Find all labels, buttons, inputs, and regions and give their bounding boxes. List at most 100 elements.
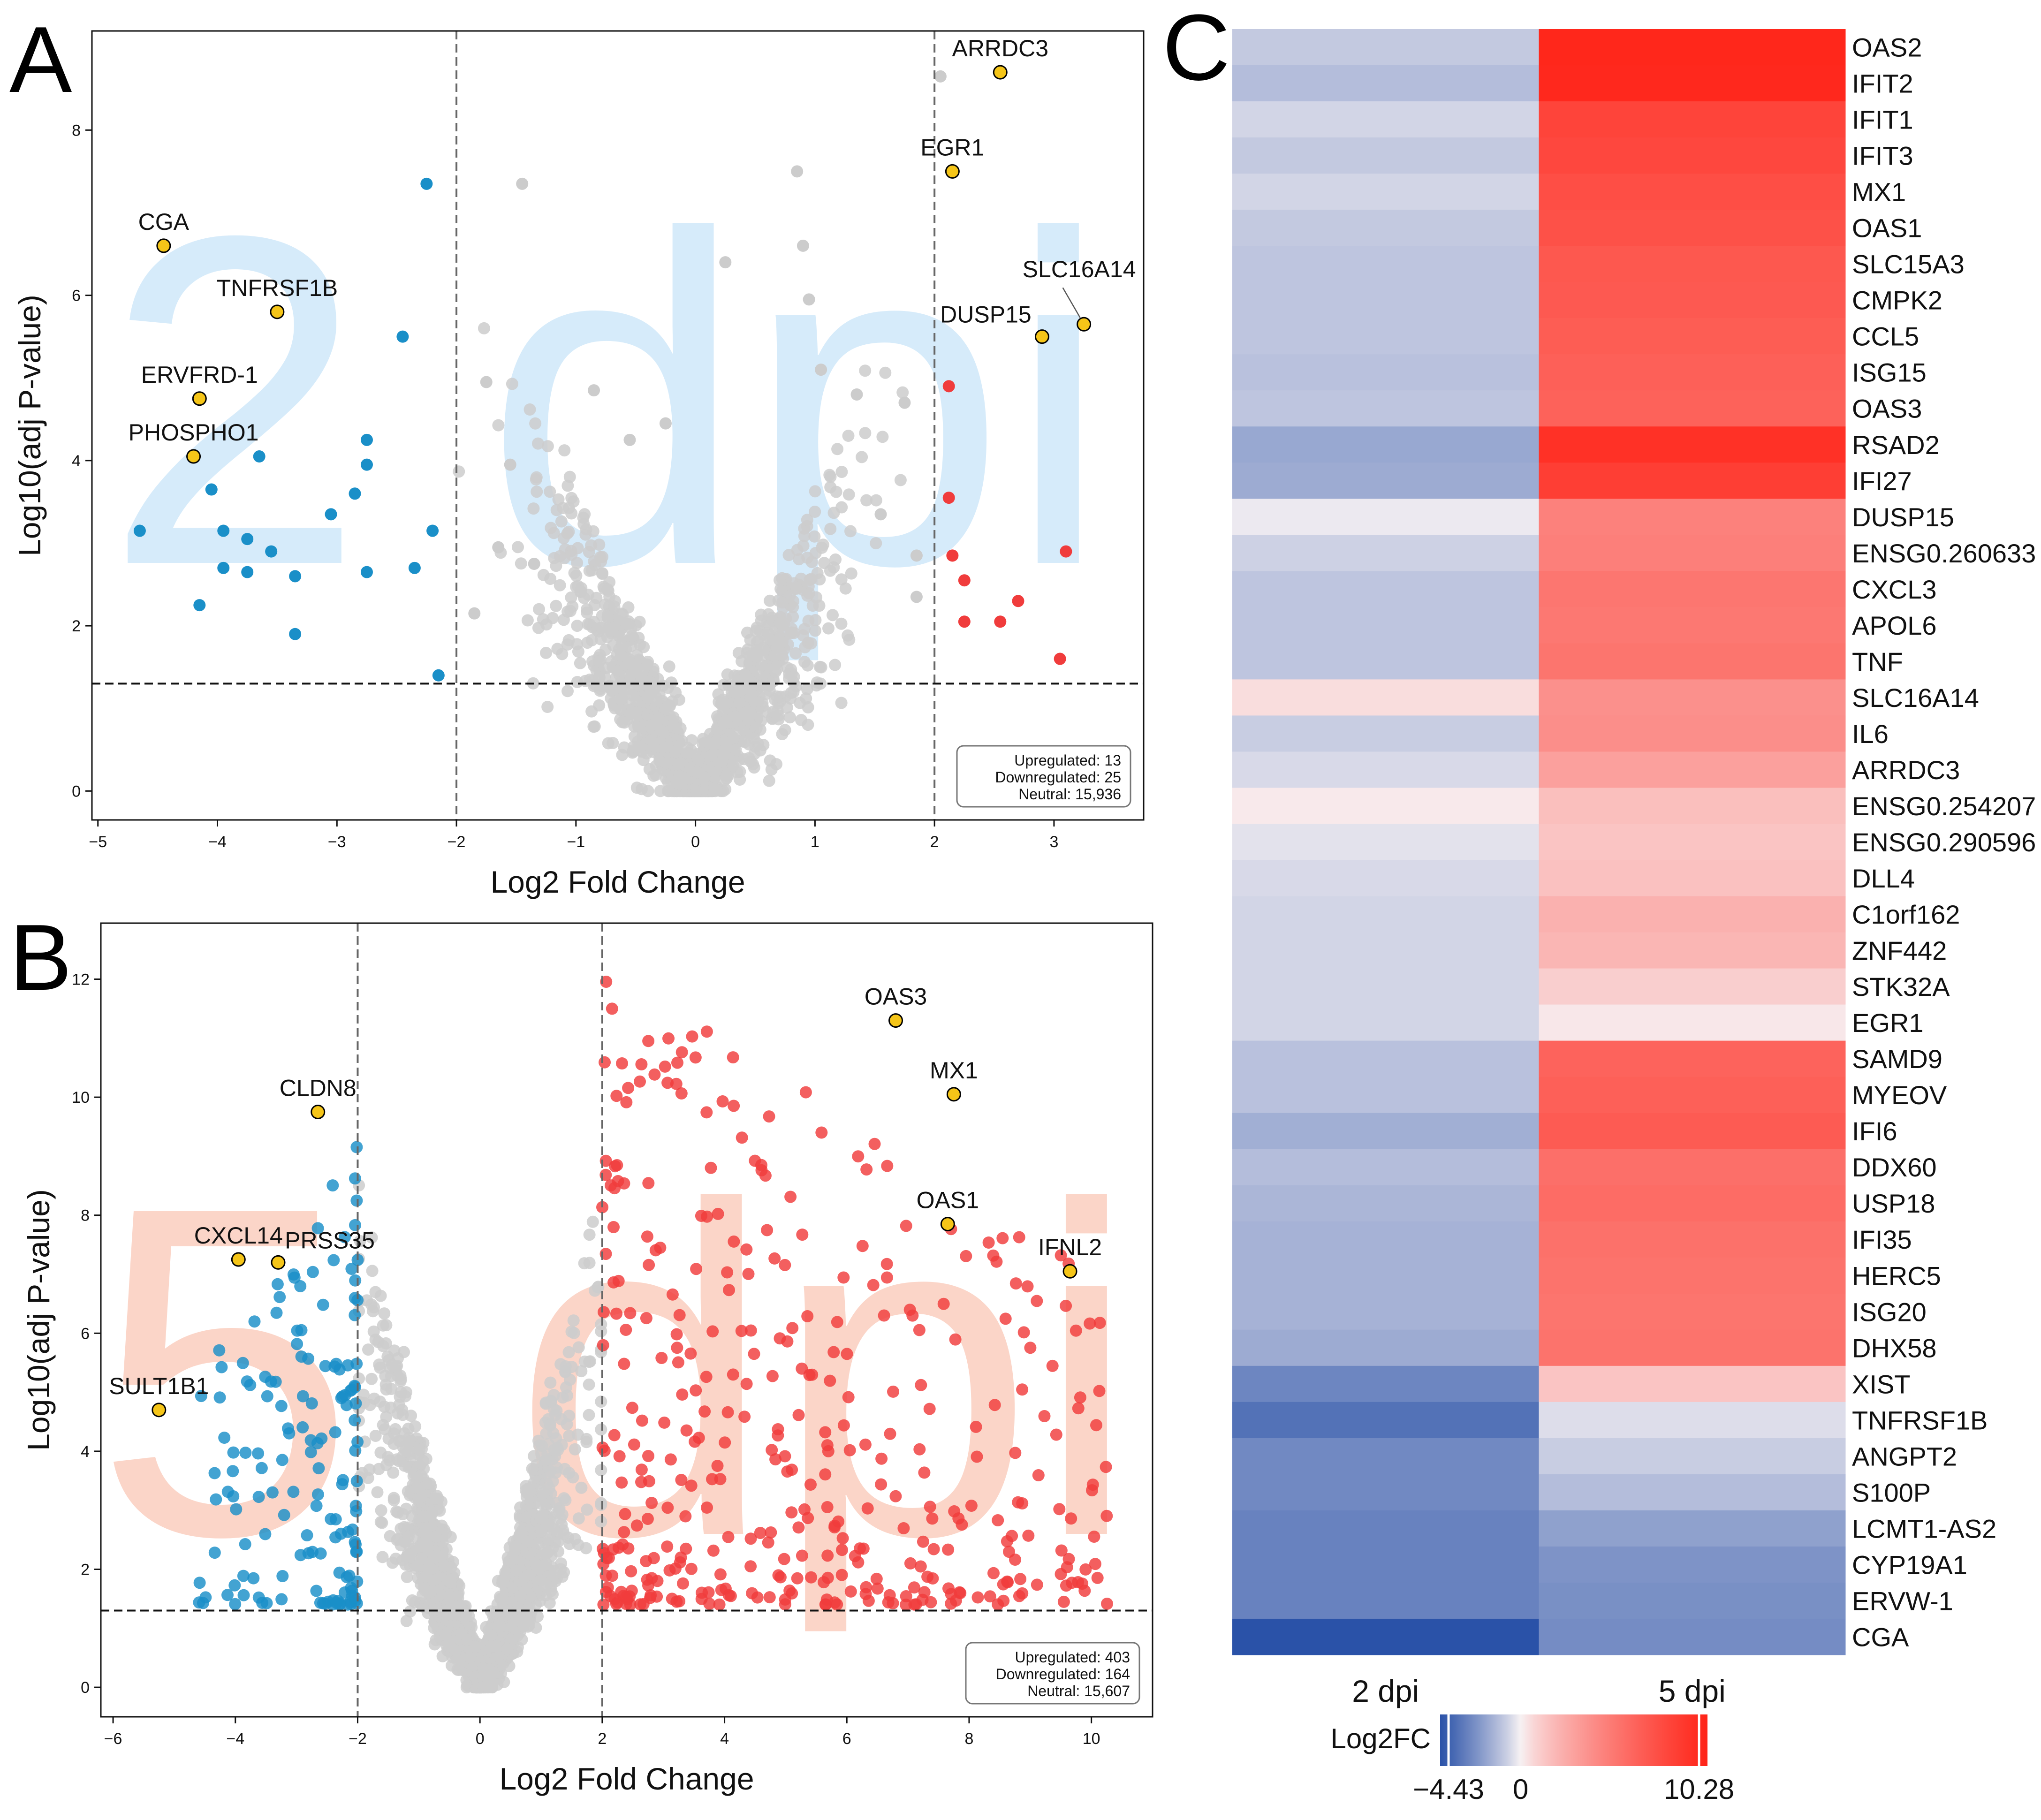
downregulated-point — [213, 1344, 226, 1357]
neutral-point — [392, 1532, 404, 1545]
neutral-point — [660, 757, 673, 769]
upregulated-point — [766, 1444, 778, 1456]
upregulated-point — [796, 1549, 808, 1562]
neutral-point — [719, 256, 732, 269]
upregulated-point — [640, 1312, 653, 1325]
x-tick-label: 0 — [691, 833, 700, 851]
neutral-point — [541, 440, 554, 453]
neutral-point — [593, 671, 606, 684]
downregulated-point — [237, 1570, 250, 1582]
neutral-point — [721, 668, 734, 681]
heatmap-cell — [1232, 788, 1539, 824]
downregulated-point — [215, 1361, 228, 1373]
neutral-point — [521, 614, 534, 627]
neutral-point — [565, 1326, 578, 1338]
upregulated-point — [837, 1419, 850, 1432]
downregulated-point — [329, 1531, 342, 1544]
heatmap-cell — [1232, 535, 1539, 571]
neutral-point — [554, 579, 566, 592]
downregulated-point — [311, 1488, 324, 1501]
upregulated-point — [680, 1424, 693, 1437]
neutral-point — [599, 644, 612, 656]
upregulated-point — [607, 1276, 620, 1289]
neutral-point — [393, 1434, 406, 1447]
neutral-point — [524, 1485, 537, 1498]
upregulated-point — [746, 1587, 759, 1600]
colorbar-title: Log2FC — [1331, 1723, 1431, 1754]
row-gene-label: USP18 — [1852, 1189, 1935, 1218]
neutral-point — [565, 591, 577, 604]
neutral-point — [544, 573, 557, 585]
upregulated-point — [1003, 1546, 1015, 1558]
upregulated-point — [769, 1453, 782, 1466]
downregulated-point — [261, 1390, 273, 1403]
upregulated-point — [1065, 1512, 1077, 1525]
upregulated-point — [804, 1479, 817, 1491]
upregulated-point — [799, 1086, 812, 1099]
neutral-point — [514, 1501, 526, 1514]
neutral-point — [823, 469, 836, 481]
upregulated-point — [711, 1460, 724, 1472]
neutral-point — [626, 667, 638, 680]
neutral-point — [419, 1570, 432, 1583]
upregulated-point — [598, 1306, 610, 1319]
heatmap-cell — [1232, 1221, 1539, 1258]
upregulated-point — [624, 1307, 637, 1320]
neutral-point — [585, 634, 598, 646]
upregulated-point — [992, 1514, 1004, 1526]
neutral-point — [575, 1481, 588, 1494]
neutral-point — [626, 630, 638, 642]
heatmap-cell — [1539, 715, 1846, 752]
upregulated-point — [915, 1379, 927, 1391]
neutral-point — [844, 525, 857, 538]
upregulated-point — [606, 1570, 619, 1582]
upregulated-point — [685, 1479, 698, 1492]
neutral-point — [549, 1409, 562, 1421]
neutral-point — [377, 1419, 389, 1431]
downregulated-point — [335, 1392, 348, 1404]
neutral-point — [377, 1319, 389, 1332]
downregulated-point — [208, 1547, 221, 1559]
downregulated-point — [330, 1357, 342, 1370]
downregulated-point — [420, 177, 433, 190]
neutral-point — [411, 1560, 424, 1572]
upregulated-point — [949, 1333, 962, 1346]
upregulated-point — [622, 1542, 635, 1555]
downregulated-point — [221, 1589, 234, 1601]
neutral-point — [550, 599, 562, 612]
upregulated-point — [881, 1160, 894, 1172]
neutral-point — [707, 772, 720, 785]
downregulated-point — [275, 1593, 288, 1606]
upregulated-point — [689, 1051, 702, 1064]
upregulated-point — [792, 1521, 805, 1534]
heatmap-cell — [1539, 643, 1846, 680]
neutral-point — [575, 1365, 588, 1378]
neutral-point — [797, 539, 810, 552]
x-axis-label: Log2 Fold Change — [490, 864, 745, 899]
downregulated-point — [350, 1505, 363, 1517]
upregulated-point — [908, 1581, 920, 1594]
neutral-point — [449, 1644, 462, 1656]
neutral-point — [485, 1605, 497, 1618]
heatmap-cell — [1232, 354, 1539, 391]
neutral-point — [485, 1629, 498, 1641]
heatmap-cell — [1539, 426, 1846, 463]
neutral-point — [633, 615, 646, 628]
upregulated-point — [703, 1598, 716, 1610]
row-gene-label: IFIT1 — [1852, 105, 1913, 135]
neutral-point — [396, 1403, 409, 1416]
neutral-point — [369, 1430, 382, 1442]
neutral-point — [574, 585, 587, 598]
upregulated-point — [772, 1429, 784, 1442]
neutral-point — [623, 656, 636, 668]
neutral-point — [545, 1549, 558, 1562]
neutral-point — [583, 564, 596, 577]
upregulated-point — [1046, 1359, 1059, 1372]
row-gene-label: ISG20 — [1852, 1297, 1927, 1327]
neutral-point — [739, 669, 751, 682]
heatmap-cell — [1232, 1618, 1539, 1655]
neutral-point — [493, 1618, 506, 1630]
upregulated-point — [716, 1095, 729, 1107]
upregulated-point — [945, 1597, 957, 1610]
colorbar — [1440, 1714, 1707, 1766]
